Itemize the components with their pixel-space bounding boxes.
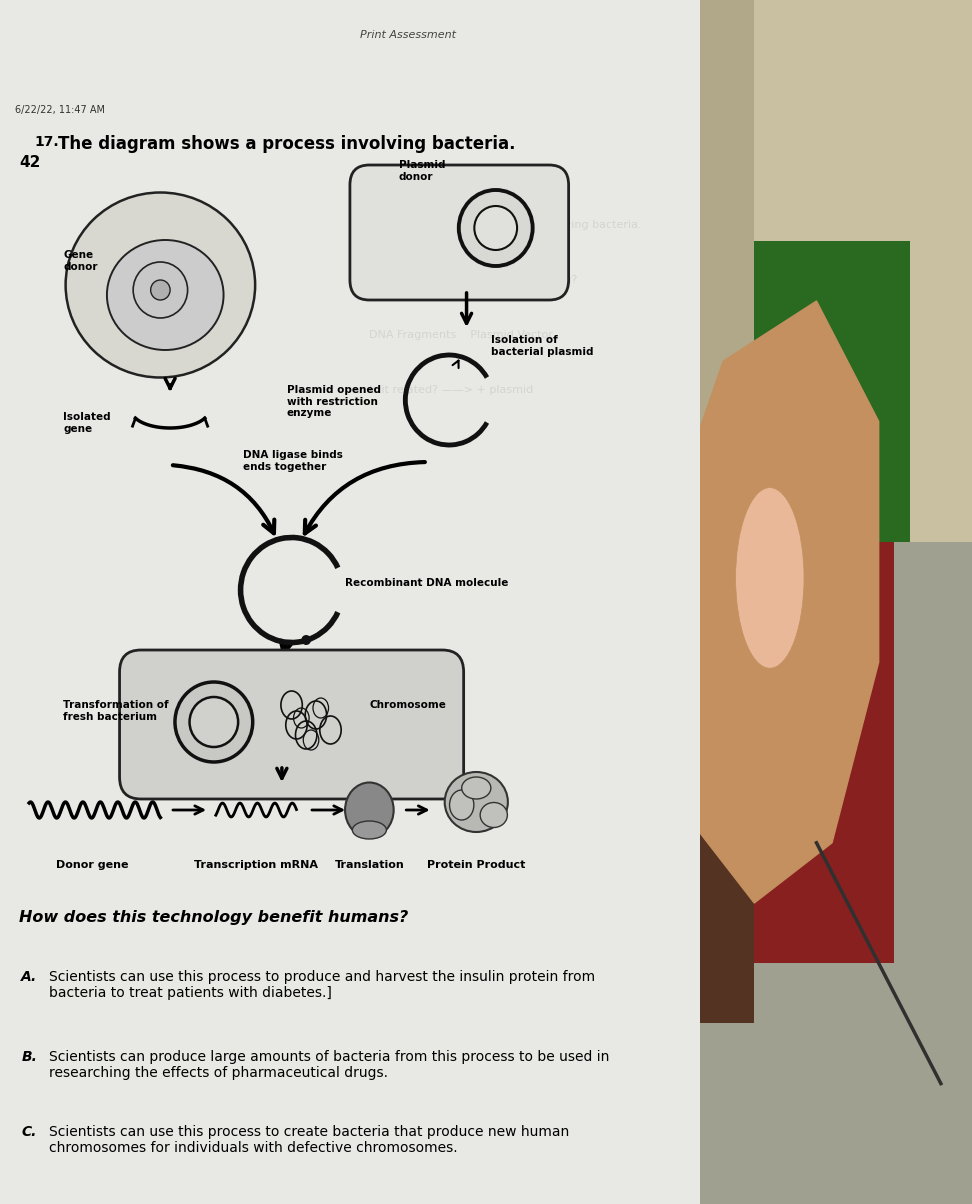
Bar <box>754 241 910 542</box>
Circle shape <box>459 190 533 266</box>
Text: Recombinant DNA molecule: Recombinant DNA molecule <box>345 578 508 588</box>
Text: How does the diagram show cloning?: How does the diagram show cloning? <box>369 275 577 285</box>
Text: 42: 42 <box>19 155 41 170</box>
Text: A.: A. <box>21 970 38 984</box>
Ellipse shape <box>449 790 474 820</box>
Ellipse shape <box>445 772 507 832</box>
FancyBboxPatch shape <box>350 165 569 300</box>
Text: Is it related? ——> + plasmid: Is it related? ——> + plasmid <box>369 385 534 395</box>
Circle shape <box>151 281 170 300</box>
Circle shape <box>175 681 253 762</box>
Text: 6/22/22, 11:47 AM: 6/22/22, 11:47 AM <box>15 105 105 116</box>
Text: Plasmid
donor: Plasmid donor <box>399 160 445 182</box>
Ellipse shape <box>66 193 255 378</box>
Bar <box>661 0 972 542</box>
Text: The diagram shows a process involving bacteria.: The diagram shows a process involving ba… <box>58 135 516 153</box>
Circle shape <box>474 206 517 250</box>
Text: Gene
donor: Gene donor <box>63 250 97 272</box>
Text: 17.: 17. <box>34 135 58 149</box>
Text: How does this technology benefit humans?: How does this technology benefit humans? <box>19 910 408 925</box>
Text: Plasmid opened
with restriction
enzyme: Plasmid opened with restriction enzyme <box>287 385 381 418</box>
Text: C.: C. <box>21 1125 37 1139</box>
Text: DNA Fragments    Plasmid Vector: DNA Fragments Plasmid Vector <box>369 330 553 340</box>
Text: B.: B. <box>21 1050 37 1064</box>
Ellipse shape <box>462 777 491 799</box>
Text: Scientists can produce large amounts of bacteria from this process to be used in: Scientists can produce large amounts of … <box>49 1050 609 1080</box>
Bar <box>661 783 754 1023</box>
Bar <box>754 0 972 542</box>
Text: Protein Product: Protein Product <box>427 860 526 870</box>
FancyBboxPatch shape <box>120 650 464 799</box>
Bar <box>708 542 894 963</box>
Text: Translation: Translation <box>334 860 404 870</box>
Circle shape <box>133 262 188 318</box>
Polygon shape <box>661 301 879 903</box>
Circle shape <box>301 635 311 645</box>
Text: Print Assessment: Print Assessment <box>361 30 456 40</box>
Text: Transformation of
fresh bacterium: Transformation of fresh bacterium <box>63 700 169 721</box>
Text: Transcription mRNA: Transcription mRNA <box>193 860 318 870</box>
Circle shape <box>190 697 238 746</box>
Ellipse shape <box>345 783 394 838</box>
Ellipse shape <box>480 803 507 827</box>
Text: The diagram shows a process involving bacteria.: The diagram shows a process involving ba… <box>369 220 642 230</box>
Ellipse shape <box>107 240 224 350</box>
Text: Chromosome: Chromosome <box>369 700 446 710</box>
Text: Donor gene: Donor gene <box>56 860 128 870</box>
Text: Scientists can use this process to create bacteria that produce new human
chromo: Scientists can use this process to creat… <box>49 1125 569 1155</box>
Ellipse shape <box>352 821 386 839</box>
Text: Isolation of
bacterial plasmid: Isolation of bacterial plasmid <box>491 335 593 356</box>
Text: DNA ligase binds
ends together: DNA ligase binds ends together <box>243 450 343 472</box>
Ellipse shape <box>736 488 804 668</box>
Text: Scientists can use this process to produce and harvest the insulin protein from
: Scientists can use this process to produ… <box>49 970 595 1001</box>
Text: Isolated
gene: Isolated gene <box>63 412 111 433</box>
